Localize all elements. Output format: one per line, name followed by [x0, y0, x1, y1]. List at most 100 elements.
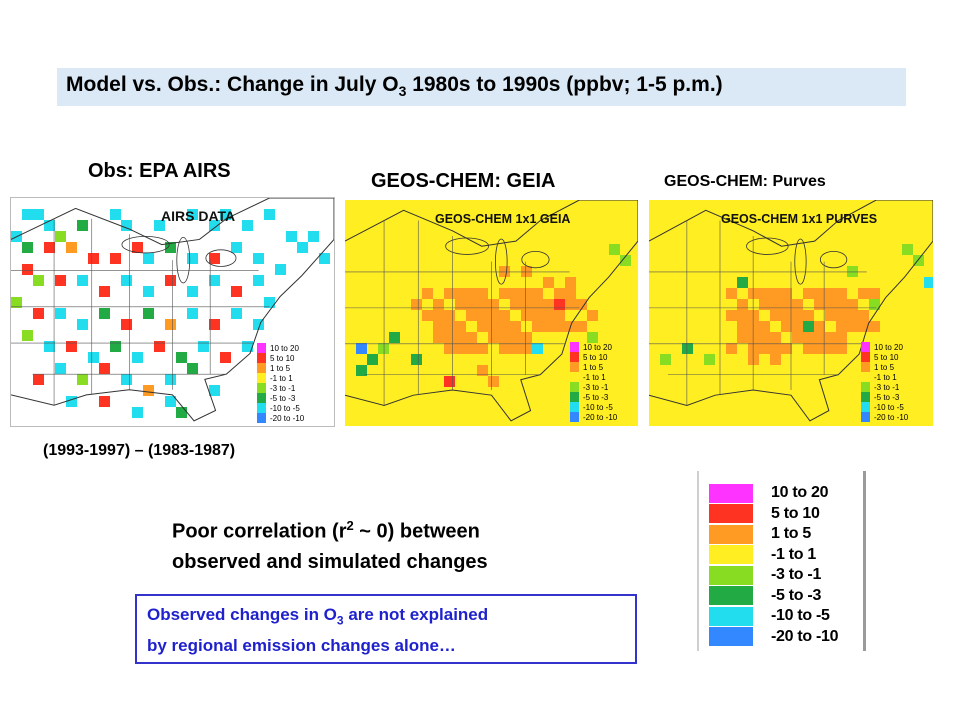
grid-cell — [176, 352, 187, 363]
note-text: Observed changes in O3 are not explained… — [147, 602, 488, 659]
grid-cell — [99, 363, 110, 374]
legend-swatch — [709, 627, 753, 646]
grid-cell — [847, 266, 858, 277]
mini-legend-row: 10 to 20 — [861, 342, 908, 352]
grid-cell — [748, 321, 759, 332]
mini-legend-row: -10 to -5 — [861, 402, 908, 412]
grid-cell — [88, 253, 99, 264]
mini-legend-row: 10 to 20 — [570, 342, 617, 352]
grid-cell — [165, 275, 176, 286]
period-label: (1993-1997) – (1983-1987) — [43, 442, 236, 459]
mini-legend-swatch — [257, 343, 266, 353]
mini-legend-label: -10 to -5 — [270, 403, 300, 413]
legend-row: 10 to 20 — [697, 483, 828, 503]
grid-cell — [792, 332, 803, 343]
mini-legend-row: -5 to -3 — [257, 393, 304, 403]
grid-cell — [836, 332, 847, 343]
grid-cell — [77, 220, 88, 231]
map-legend-geia: 10 to 20 5 to 10 1 to 5 -1 to 1 -3 to -1 -5 t… — [570, 342, 617, 422]
color-legend: 10 to 20 5 to 10 1 to 5 -1 to 1 -3 to -1 -5 t… — [697, 471, 869, 651]
grid-cell — [444, 332, 455, 343]
mini-legend-row: -3 to -1 — [861, 382, 908, 392]
grid-cell — [521, 332, 532, 343]
grid-cell — [477, 365, 488, 376]
grid-cell — [154, 220, 165, 231]
grid-cell — [781, 288, 792, 299]
grid-cell — [814, 288, 825, 299]
mini-legend-row: 5 to 10 — [861, 352, 908, 362]
mini-legend-label: 5 to 10 — [583, 352, 608, 362]
map-legend-obs: 10 to 20 5 to 10 1 to 5 -1 to 1 -3 to -1 -5 t… — [257, 343, 304, 423]
mini-legend-label: -3 to -1 — [874, 382, 900, 392]
great-lake — [819, 250, 848, 269]
grid-cell — [759, 288, 770, 299]
grid-cell — [521, 288, 532, 299]
grid-cell — [11, 297, 22, 308]
grid-cell — [165, 396, 176, 407]
grid-cell — [576, 321, 587, 332]
grid-cell — [499, 310, 510, 321]
mini-legend-swatch — [861, 342, 870, 352]
grid-cell — [433, 310, 444, 321]
legend-label: -3 to -1 — [771, 566, 822, 583]
grid-cell — [825, 310, 836, 321]
grid-cell — [33, 209, 44, 220]
grid-cell — [781, 321, 792, 332]
grid-cell — [660, 354, 671, 365]
grid-cell — [902, 244, 913, 255]
map-inset-title: GEOS-CHEM 1x1 PURVES — [721, 212, 878, 226]
grid-cell — [44, 341, 55, 352]
grid-cell — [242, 220, 253, 231]
grid-cell — [198, 341, 209, 352]
grid-cell — [847, 321, 858, 332]
grid-cell — [554, 321, 565, 332]
mini-legend-swatch — [861, 412, 870, 422]
mini-legend-swatch — [861, 402, 870, 412]
mini-legend-swatch — [570, 382, 579, 392]
grid-cell — [565, 277, 576, 288]
great-lake — [121, 235, 170, 254]
grid-cell — [781, 343, 792, 354]
mini-legend-label: 10 to 20 — [270, 343, 299, 353]
mini-legend-swatch — [257, 353, 266, 363]
grid-cell — [187, 308, 198, 319]
legend-label: -10 to -5 — [771, 607, 830, 624]
grid-cell — [165, 319, 176, 330]
grid-cell — [477, 288, 488, 299]
legend-swatch — [709, 524, 753, 544]
mini-legend-label: 10 to 20 — [874, 342, 903, 352]
mini-legend-label: -10 to -5 — [583, 402, 613, 412]
grid-cell — [121, 275, 132, 286]
grid-cell — [466, 288, 477, 299]
coastline — [345, 200, 638, 422]
grid-cell — [532, 288, 543, 299]
mini-legend-label: 1 to 5 — [583, 362, 604, 372]
grid-cell — [264, 297, 275, 308]
grid-cell — [143, 385, 154, 396]
grid-cell — [77, 275, 88, 286]
correlation-line-2: observed and simulated changes — [172, 550, 488, 573]
grid-cell — [55, 231, 66, 242]
grid-cell — [792, 321, 803, 332]
grid-cell — [836, 321, 847, 332]
mini-legend-swatch — [257, 403, 266, 413]
grid-cell — [748, 354, 759, 365]
mini-legend-swatch — [861, 392, 870, 402]
grid-cell — [499, 332, 510, 343]
grid-cell — [455, 299, 466, 310]
legend-row: 1 to 5 — [697, 524, 811, 544]
legend-label: -20 to -10 — [771, 627, 839, 645]
mini-legend-row: 1 to 5 — [570, 362, 617, 372]
grid-cell — [726, 310, 737, 321]
mini-legend-row: 5 to 10 — [257, 353, 304, 363]
grid-cell — [759, 332, 770, 343]
mini-legend-swatch — [861, 352, 870, 362]
grid-cell — [422, 288, 433, 299]
grid-cell — [737, 310, 748, 321]
grid-cell — [121, 374, 132, 385]
great-lake — [205, 249, 237, 267]
grid-cell — [187, 286, 198, 297]
grid-cell — [869, 321, 880, 332]
slide-title: Model vs. Obs.: Change in July O3 1980s … — [66, 73, 723, 100]
grid-cell — [286, 231, 297, 242]
